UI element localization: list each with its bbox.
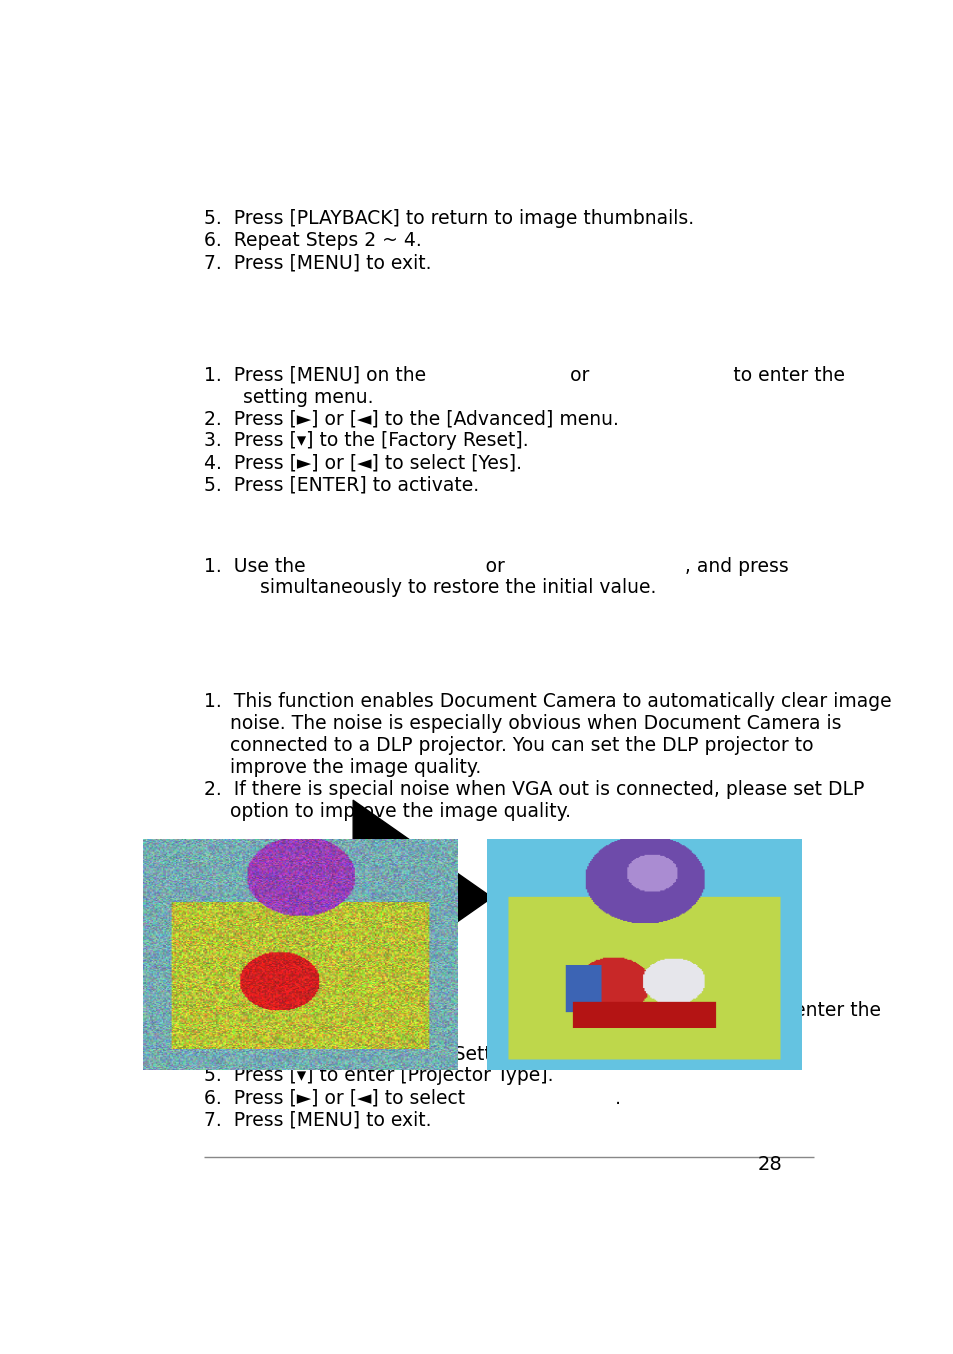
Text: 3.  Press [MENU] on the                           or                           t: 3. Press [MENU] on the or t — [204, 1001, 881, 1020]
Text: 7.  Press [MENU] to exit.: 7. Press [MENU] to exit. — [204, 1110, 432, 1129]
Text: 5.  Press [PLAYBACK] to return to image thumbnails.: 5. Press [PLAYBACK] to return to image t… — [204, 210, 694, 229]
Text: 2.  Press [►] or [◄] to the [Advanced] menu.: 2. Press [►] or [◄] to the [Advanced] me… — [204, 409, 618, 429]
Text: 6.  Press [►] or [◄] to select                         .: 6. Press [►] or [◄] to select . — [204, 1089, 620, 1108]
Text: 4.  Press [►] or [◄] to the [Setting] menu.: 4. Press [►] or [◄] to the [Setting] men… — [204, 1044, 593, 1063]
Text: 1.  Press [MENU] on the                        or                        to ente: 1. Press [MENU] on the or to ente — [204, 366, 844, 385]
Text: 7.  Press [MENU] to exit.: 7. Press [MENU] to exit. — [204, 253, 432, 272]
Text: simultaneously to restore the initial value.: simultaneously to restore the initial va… — [259, 578, 656, 597]
Text: 5.  Press [ENTER] to activate.: 5. Press [ENTER] to activate. — [204, 475, 479, 494]
Text: setting menu.: setting menu. — [243, 387, 374, 406]
Text: noise. The noise is especially obvious when Document Camera is: noise. The noise is especially obvious w… — [230, 714, 841, 733]
Text: 28: 28 — [757, 1155, 781, 1174]
Text: 3.  Press [▾] to the [Factory Reset].: 3. Press [▾] to the [Factory Reset]. — [204, 432, 528, 451]
Text: 1.  This function enables Document Camera to automatically clear image: 1. This function enables Document Camera… — [204, 692, 891, 711]
Text: connected to a DLP projector. You can set the DLP projector to: connected to a DLP projector. You can se… — [230, 737, 813, 756]
Text: 1.  Use the                              or                              , and p: 1. Use the or , and p — [204, 556, 788, 575]
Text: 6.  Repeat Steps 2 ~ 4.: 6. Repeat Steps 2 ~ 4. — [204, 232, 421, 250]
Text: option to improve the image quality.: option to improve the image quality. — [230, 802, 571, 821]
Text: improve the image quality.: improve the image quality. — [230, 758, 481, 777]
Text: 4.  Press [►] or [◄] to select [Yes].: 4. Press [►] or [◄] to select [Yes]. — [204, 454, 521, 473]
Text: 5.  Press [▾] to enter [Projector Type].: 5. Press [▾] to enter [Projector Type]. — [204, 1067, 553, 1086]
Text: setting menu.: setting menu. — [230, 1022, 360, 1041]
Text: 2.  If there is special noise when VGA out is connected, please set DLP: 2. If there is special noise when VGA ou… — [204, 780, 863, 799]
